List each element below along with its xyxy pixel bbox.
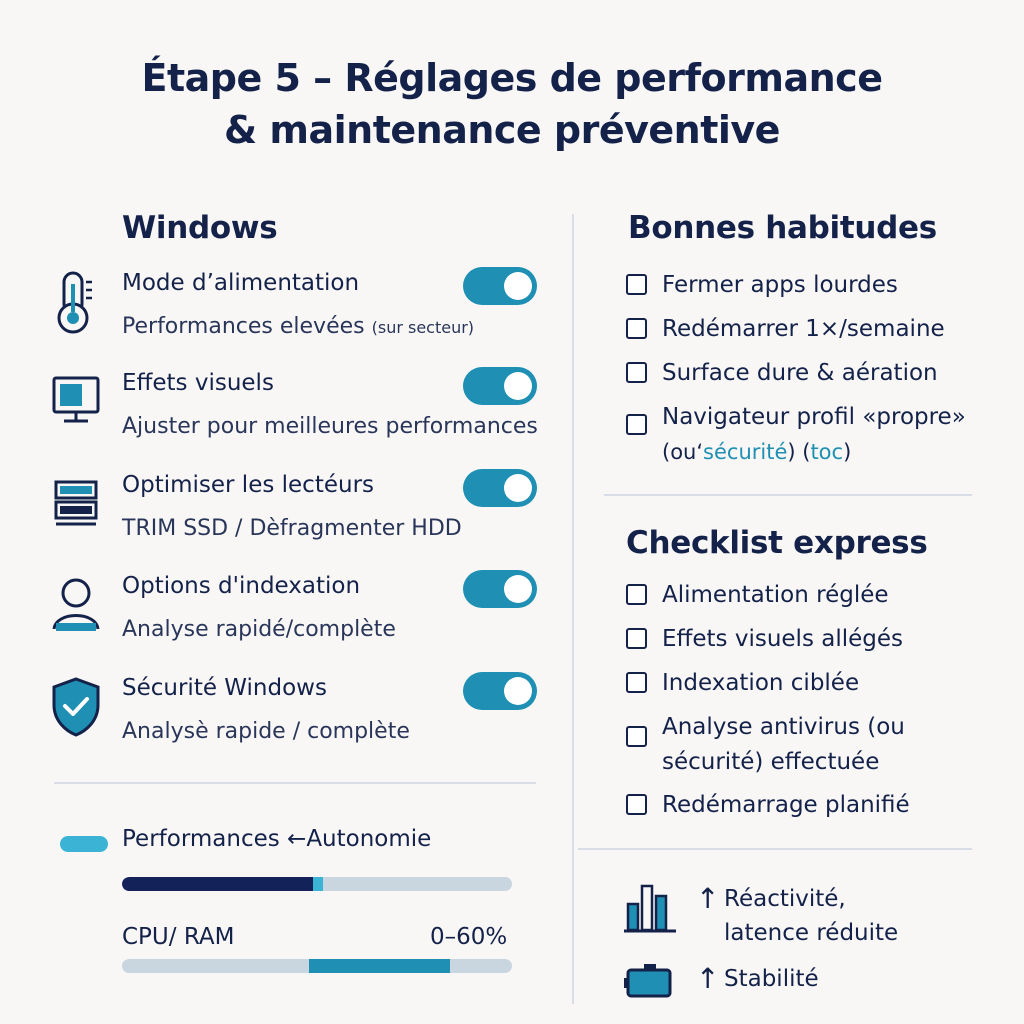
- windows-heading: Windows: [122, 210, 278, 246]
- battery-icon: [624, 962, 676, 1006]
- thermometer-icon: [50, 270, 102, 334]
- checklist-text: Indexation ciblée: [662, 670, 860, 696]
- setting-label: Sécurité Windows: [122, 675, 327, 701]
- checklist-text: Analyse antivirus (ou: [662, 714, 905, 740]
- checklist-text-line2: sécurité) effectuée: [662, 749, 880, 775]
- habit-checkbox[interactable]: [626, 274, 647, 295]
- page-title-line1: Étape 5 – Réglages de performance: [141, 56, 883, 100]
- habit-text: Redémarrer 1×/semaine: [662, 316, 945, 342]
- bar-chart-icon: [624, 882, 676, 938]
- checklist-checkbox[interactable]: [626, 794, 647, 815]
- toggle-knob: [504, 272, 532, 300]
- habit-text-line2: (ou‘sécurité) (toc): [662, 440, 852, 464]
- setting-sub: Ajuster pour meilleures performances: [122, 414, 538, 439]
- windows-security-toggle[interactable]: [463, 672, 537, 710]
- power-mode-toggle[interactable]: [463, 267, 537, 305]
- impact-text: Réactivité, latence réduite: [724, 886, 899, 946]
- optimize-drives-toggle[interactable]: [463, 469, 537, 507]
- monitor-icon: [50, 370, 102, 430]
- drive-icon: [50, 472, 102, 532]
- checklist-text: Alimentation réglée: [662, 582, 889, 608]
- setting-sub: Analysè rapide / complète: [122, 719, 410, 744]
- cpu-ram-value: 0–60%: [430, 924, 508, 950]
- setting-optimize-drives: Optimiser les lectéurs TRIM SSD / Dèfrag…: [50, 469, 550, 562]
- legend-swatch: [60, 836, 108, 852]
- checklist-checkbox[interactable]: [626, 628, 647, 649]
- habit-text: Navigateur profil «propre»: [662, 404, 966, 430]
- checklist-text: Effets visuels allégés: [662, 626, 903, 652]
- cpu-ram-label: CPU/ RAM: [122, 924, 235, 950]
- cpu-ram-bar: [122, 959, 512, 973]
- shield-check-icon: [50, 675, 102, 737]
- setting-label: Effets visuels: [122, 370, 274, 396]
- performance-bar-marker: [313, 877, 323, 891]
- setting-label: Mode d’alimentation: [122, 270, 360, 296]
- setting-label: Optimiser les lectéurs: [122, 472, 375, 498]
- toggle-knob: [504, 474, 532, 502]
- cpu-ram-bar-fill: [309, 959, 450, 973]
- toggle-knob: [504, 677, 532, 705]
- checklist-heading: Checklist express: [626, 525, 928, 561]
- user-icon: [50, 573, 102, 633]
- impact-text: Stabilité: [724, 966, 819, 992]
- up-arrow-icon: ↑: [696, 882, 720, 915]
- section-divider: [604, 494, 972, 496]
- section-divider: [54, 782, 536, 784]
- habit-checkbox[interactable]: [626, 318, 647, 339]
- indexing-options-toggle[interactable]: [463, 570, 537, 608]
- toggle-knob: [504, 575, 532, 603]
- habits-heading: Bonnes habitudes: [628, 210, 937, 246]
- toggle-knob: [504, 372, 532, 400]
- visual-effects-toggle[interactable]: [463, 367, 537, 405]
- checklist-checkbox[interactable]: [626, 584, 647, 605]
- section-divider: [578, 848, 972, 850]
- page-title: Étape 5 – Réglages de performance & main…: [0, 52, 1024, 156]
- setting-windows-security: Sécurité Windows Analysè rapide / complè…: [50, 672, 550, 765]
- habit-checkbox[interactable]: [626, 414, 647, 435]
- checklist-checkbox[interactable]: [626, 726, 647, 747]
- setting-power-mode: Mode d’alimentation Performances elevées…: [50, 267, 550, 360]
- up-arrow-icon: ↑: [696, 962, 720, 995]
- page-title-line2: & maintenance préventive: [224, 108, 780, 152]
- setting-sub: Analyse rapidé/complète: [122, 617, 396, 642]
- setting-sub: TRIM SSD / Dèfragmenter HDD: [122, 516, 462, 541]
- checklist-text: Redémarrage planifié: [662, 792, 910, 818]
- habit-checkbox[interactable]: [626, 362, 647, 383]
- setting-indexing-options: Options d'indexation Analyse rapidé/comp…: [50, 570, 550, 663]
- column-divider: [572, 214, 574, 1004]
- habit-text: Fermer apps lourdes: [662, 272, 898, 298]
- setting-sub: Performances elevées (sur secteur): [122, 314, 475, 339]
- performance-bar: [122, 877, 512, 891]
- performance-bar-fill: [122, 877, 317, 891]
- checklist-checkbox[interactable]: [626, 672, 647, 693]
- balance-legend: Performances ←Autonomie: [122, 826, 432, 852]
- setting-visual-effects: Effets visuels Ajuster pour meilleures p…: [50, 367, 550, 460]
- habit-text: Surface dure & aération: [662, 360, 938, 386]
- setting-label: Options d'indexation: [122, 573, 361, 599]
